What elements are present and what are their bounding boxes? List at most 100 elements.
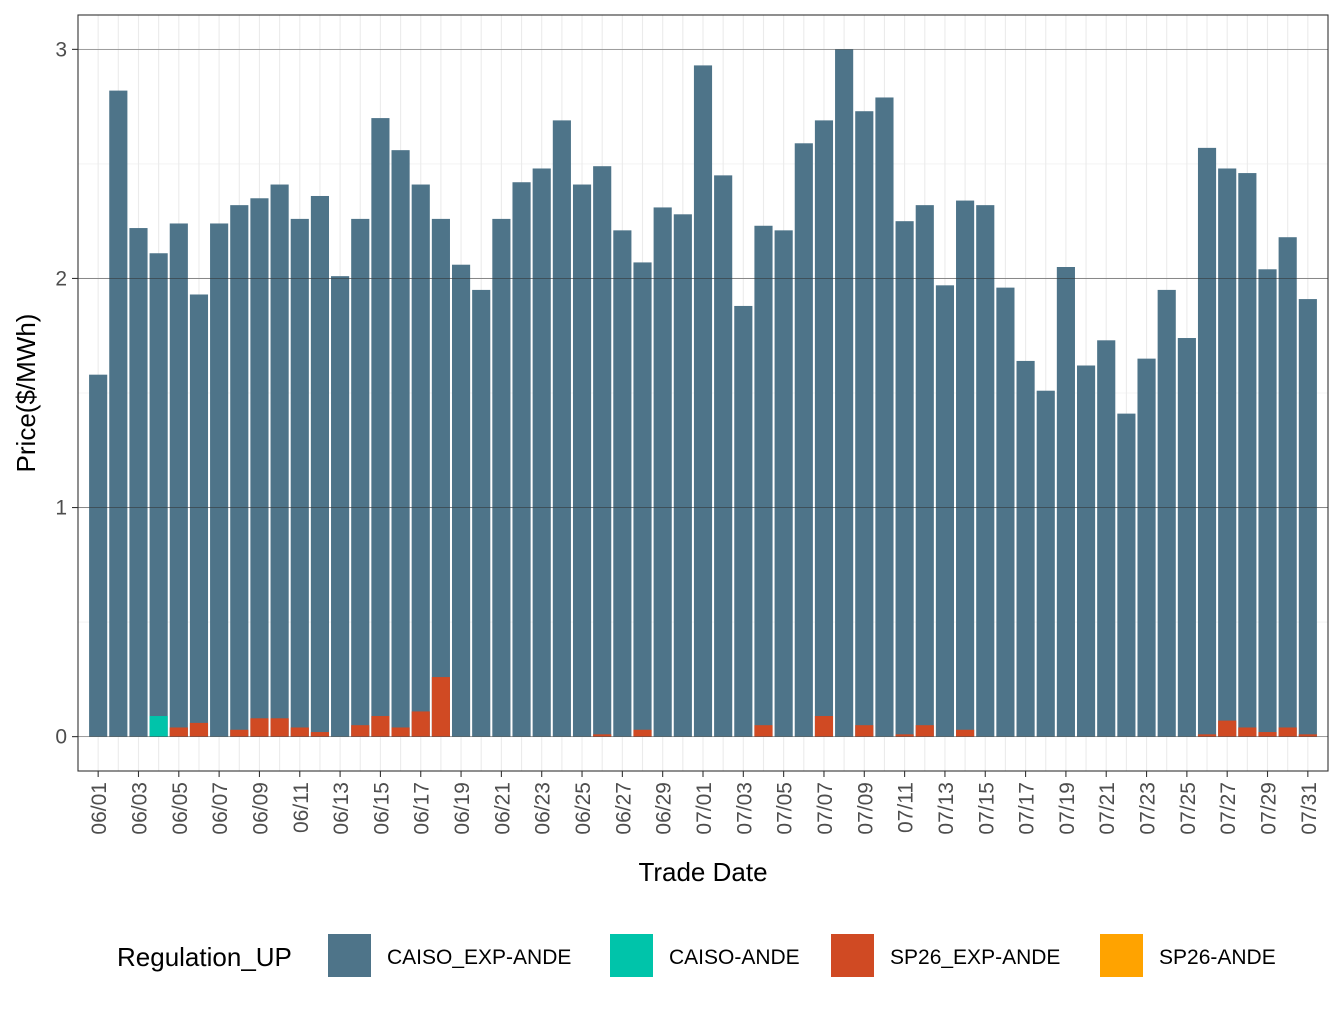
bars xyxy=(78,49,1328,737)
bar xyxy=(1238,173,1257,737)
bar xyxy=(1197,734,1217,737)
bar xyxy=(593,734,612,737)
bar xyxy=(411,184,430,737)
legend-label: CAISO_EXP-ANDE xyxy=(387,946,571,969)
bar xyxy=(109,90,128,737)
bar xyxy=(895,221,914,737)
x-tick-label: 06/07 xyxy=(209,782,232,835)
bar xyxy=(653,207,672,737)
bar xyxy=(996,287,1015,737)
x-tick-label: 07/07 xyxy=(814,782,837,835)
x-tick-label: 06/03 xyxy=(128,782,151,835)
bar xyxy=(431,218,450,737)
bar xyxy=(391,727,410,737)
x-tick-label: 06/11 xyxy=(290,782,313,833)
x-tick-label: 07/25 xyxy=(1177,782,1200,835)
bar xyxy=(895,734,914,737)
bar xyxy=(391,150,410,737)
x-tick-label: 07/01 xyxy=(693,782,716,835)
bar xyxy=(310,195,330,737)
bar xyxy=(613,230,632,737)
bar xyxy=(270,184,289,737)
bar xyxy=(270,718,289,737)
x-tick-label: 07/19 xyxy=(1056,782,1079,835)
bar xyxy=(1278,237,1297,737)
bar xyxy=(290,727,309,737)
bar xyxy=(915,205,934,737)
x-tick-label: 06/15 xyxy=(370,782,393,835)
x-tick-label: 07/05 xyxy=(774,782,797,835)
bar xyxy=(1177,338,1196,737)
bar xyxy=(794,143,813,737)
x-tick-label: 06/29 xyxy=(653,782,676,835)
bar xyxy=(351,725,370,737)
bar xyxy=(1197,147,1217,737)
bar xyxy=(935,285,955,737)
x-tick-label: 07/31 xyxy=(1298,782,1321,835)
bar xyxy=(512,182,531,737)
bar xyxy=(835,49,854,737)
series-SP26_EXP-ANDE xyxy=(169,677,1317,737)
bar xyxy=(310,732,330,737)
bar xyxy=(956,729,975,737)
bar xyxy=(250,718,269,737)
bar xyxy=(351,218,370,737)
legend-item: CAISO-ANDE xyxy=(610,934,800,977)
bar xyxy=(1117,413,1136,737)
bar xyxy=(956,200,975,737)
axes: 0 1 2 3 06/01 06/03 06/05 06/07 06/09 06/11 06/13 0… xyxy=(55,38,1321,834)
x-tick-label: 07/11 xyxy=(895,782,918,833)
legend-item: SP26-ANDE xyxy=(1100,934,1276,977)
bar xyxy=(774,230,793,737)
bar xyxy=(472,289,491,737)
legend-label: CAISO-ANDE xyxy=(669,946,800,969)
y-axis-title: Price($/MWh) xyxy=(11,314,41,473)
x-axis-title: Trade Date xyxy=(638,857,767,887)
bar xyxy=(129,228,148,737)
bar xyxy=(673,214,692,737)
y-tick-label: 2 xyxy=(55,267,67,290)
x-tick-label: 07/09 xyxy=(854,782,877,835)
x-tick-label: 07/21 xyxy=(1096,782,1119,835)
bar xyxy=(633,729,652,737)
x-tick-label: 07/17 xyxy=(1016,782,1039,835)
x-tick-label: 06/25 xyxy=(572,782,595,835)
bar xyxy=(431,677,450,737)
bar xyxy=(189,722,209,737)
bar xyxy=(1056,267,1075,737)
bar xyxy=(371,716,390,737)
x-tick-label: 06/09 xyxy=(249,782,272,835)
bar xyxy=(411,711,430,737)
legend-key xyxy=(831,934,874,977)
bar xyxy=(714,175,733,737)
legend-key xyxy=(610,934,653,977)
x-tick-label: 06/05 xyxy=(169,782,192,835)
bar xyxy=(290,218,309,737)
x-tick-label: 06/21 xyxy=(491,782,514,835)
bar xyxy=(1218,720,1237,737)
x-tick-label: 07/29 xyxy=(1258,782,1281,835)
legend-label: SP26-ANDE xyxy=(1159,946,1276,969)
bar xyxy=(572,184,592,737)
legend-title: Regulation_UP xyxy=(117,942,292,972)
bar xyxy=(1298,734,1317,737)
bar xyxy=(89,374,108,737)
x-tick-label: 06/27 xyxy=(612,782,635,835)
major-reference-lines xyxy=(78,49,1328,737)
bar xyxy=(371,118,390,737)
bar xyxy=(331,276,350,737)
x-tick-label: 07/15 xyxy=(975,782,998,835)
y-tick-label: 0 xyxy=(55,726,67,749)
bar xyxy=(1137,358,1156,737)
bar xyxy=(814,120,834,737)
bar xyxy=(693,65,713,737)
x-tick-label: 06/01 xyxy=(88,782,111,835)
bar xyxy=(189,294,209,737)
x-tick-label: 07/27 xyxy=(1217,782,1240,835)
bar xyxy=(855,725,874,737)
bar xyxy=(593,166,612,737)
bar xyxy=(250,198,269,737)
x-tick-label: 06/17 xyxy=(411,782,434,835)
